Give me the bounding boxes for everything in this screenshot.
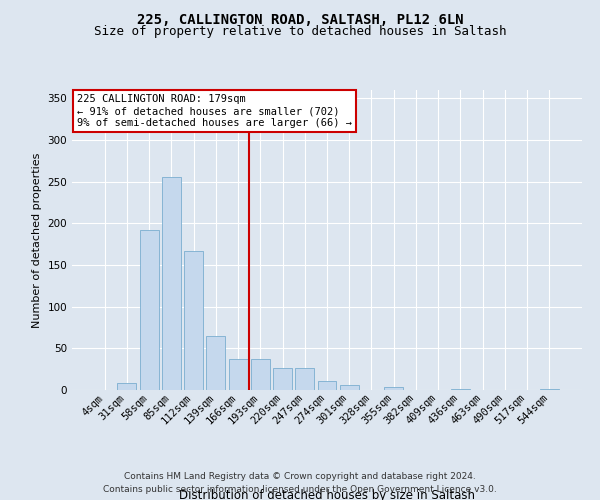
X-axis label: Distribution of detached houses by size in Saltash: Distribution of detached houses by size … [179, 489, 475, 500]
Bar [451, 389, 470, 390]
Text: 225 CALLINGTON ROAD: 179sqm
← 91% of detached houses are smaller (702)
9% of sem: 225 CALLINGTON ROAD: 179sqm ← 91% of det… [77, 94, 352, 128]
Bar [140, 230, 158, 390]
Bar [273, 368, 292, 390]
Text: Contains HM Land Registry data © Crown copyright and database right 2024.: Contains HM Land Registry data © Crown c… [124, 472, 476, 481]
Bar [229, 359, 248, 390]
Bar [206, 336, 225, 390]
Bar [184, 251, 203, 390]
Bar [295, 368, 314, 390]
Bar [251, 359, 270, 390]
Bar [384, 386, 403, 390]
Y-axis label: Number of detached properties: Number of detached properties [32, 152, 42, 328]
Text: Contains public sector information licensed under the Open Government Licence v3: Contains public sector information licen… [103, 484, 497, 494]
Bar [317, 381, 337, 390]
Text: Size of property relative to detached houses in Saltash: Size of property relative to detached ho… [94, 25, 506, 38]
Bar [340, 385, 359, 390]
Text: 225, CALLINGTON ROAD, SALTASH, PL12 6LN: 225, CALLINGTON ROAD, SALTASH, PL12 6LN [137, 12, 463, 26]
Bar [162, 176, 181, 390]
Bar [118, 382, 136, 390]
Bar [540, 389, 559, 390]
